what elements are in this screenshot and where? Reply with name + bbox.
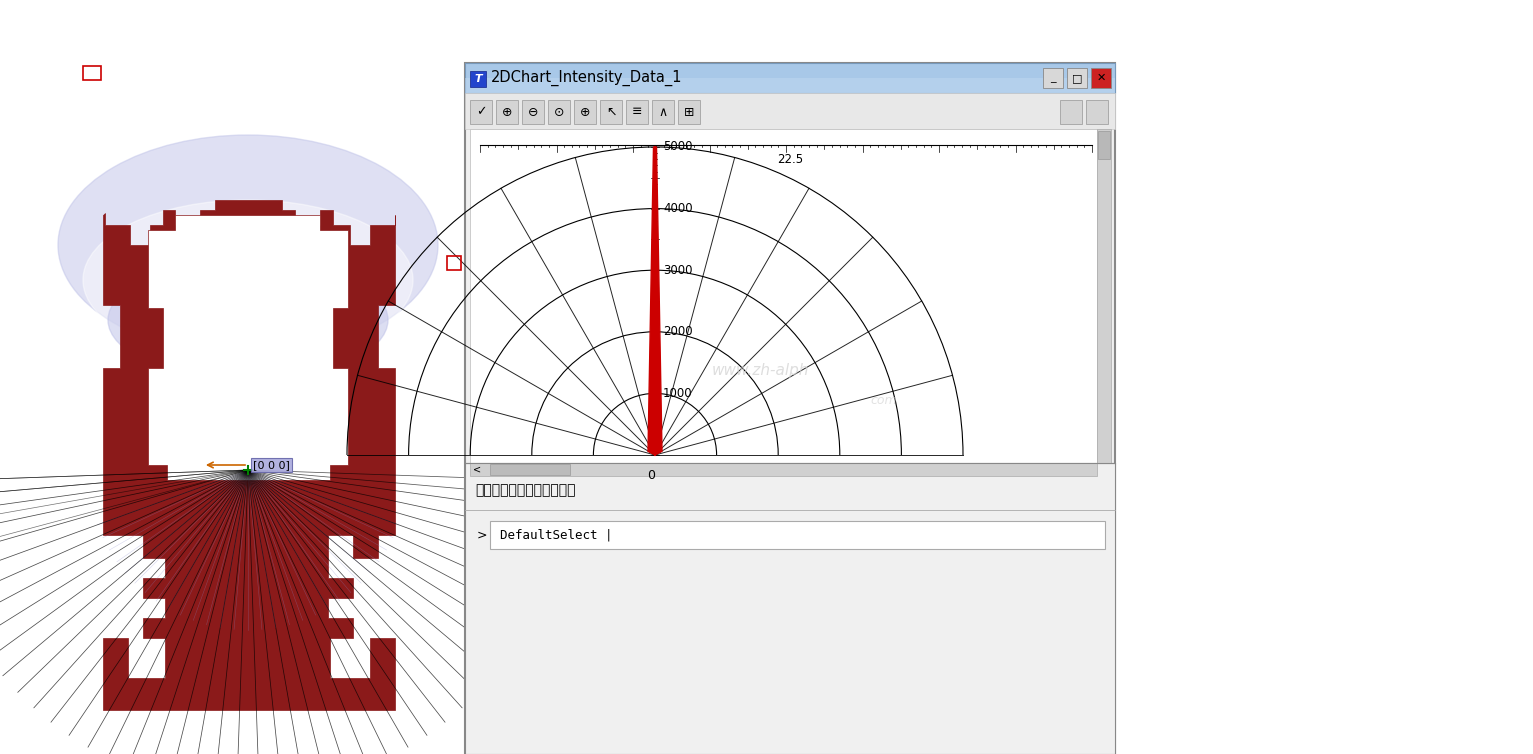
Bar: [497, 100, 518, 124]
Text: ⊙: ⊙: [553, 106, 564, 118]
Text: ∧: ∧: [659, 106, 667, 118]
Text: DefaultSelect |: DefaultSelect |: [500, 529, 613, 541]
Text: >: >: [477, 529, 487, 541]
Bar: [491, 464, 570, 475]
Bar: [523, 100, 544, 124]
Text: 3000: 3000: [662, 264, 693, 277]
Text: www.zh-alph: www.zh-alph: [711, 363, 809, 378]
Text: ⊕: ⊕: [579, 106, 590, 118]
Text: 2000: 2000: [662, 325, 693, 339]
Bar: [464, 93, 1114, 129]
Text: _: _: [1050, 73, 1056, 83]
Text: ⊞: ⊞: [684, 106, 694, 118]
Polygon shape: [167, 315, 330, 420]
Text: <: <: [474, 465, 481, 475]
Bar: [471, 129, 1098, 463]
Bar: [1085, 100, 1108, 124]
Ellipse shape: [83, 200, 412, 360]
Bar: [1042, 68, 1062, 88]
Bar: [547, 100, 570, 124]
Bar: [471, 463, 1098, 476]
Bar: [464, 78, 1114, 93]
Text: ✕: ✕: [1096, 73, 1105, 83]
Bar: [471, 71, 486, 87]
Bar: [625, 100, 648, 124]
Bar: [491, 521, 1105, 549]
Bar: [1098, 131, 1110, 159]
Text: T: T: [474, 74, 481, 84]
Bar: [1098, 129, 1111, 463]
Polygon shape: [149, 215, 348, 480]
Text: 2DChart_Intensity_Data_1: 2DChart_Intensity_Data_1: [491, 70, 682, 86]
Text: www.zh: www.zh: [271, 422, 330, 437]
Text: 指示要选择的数据元实体。: 指示要选择的数据元实体。: [475, 483, 575, 497]
Text: ↖: ↖: [606, 106, 616, 118]
Bar: [464, 63, 1114, 93]
Polygon shape: [103, 200, 396, 710]
Text: [0 0 0]: [0 0 0]: [253, 460, 290, 470]
Bar: [1059, 100, 1082, 124]
Text: 5000: 5000: [662, 140, 693, 154]
Bar: [471, 100, 492, 124]
Text: 1000: 1000: [662, 387, 693, 400]
Polygon shape: [648, 147, 662, 455]
Text: com: com: [871, 394, 897, 406]
Bar: [599, 100, 622, 124]
Ellipse shape: [58, 135, 438, 355]
Text: ⊕: ⊕: [501, 106, 512, 118]
Text: Znaluz: Znaluz: [258, 508, 342, 532]
Text: ⊖: ⊖: [527, 106, 538, 118]
Bar: [652, 100, 675, 124]
Bar: [678, 100, 701, 124]
Text: 4000: 4000: [662, 202, 693, 215]
Bar: [573, 100, 596, 124]
Text: ≡: ≡: [632, 106, 642, 118]
Text: ✓: ✓: [475, 106, 486, 118]
Bar: [83, 66, 101, 80]
Bar: [448, 256, 461, 270]
Text: □: □: [1072, 73, 1082, 83]
Text: 0: 0: [647, 469, 655, 482]
Bar: [464, 463, 1114, 754]
Bar: [1091, 68, 1111, 88]
Bar: [464, 63, 1114, 754]
Text: 22.5: 22.5: [777, 153, 803, 166]
Ellipse shape: [107, 260, 388, 380]
Bar: [1067, 68, 1087, 88]
